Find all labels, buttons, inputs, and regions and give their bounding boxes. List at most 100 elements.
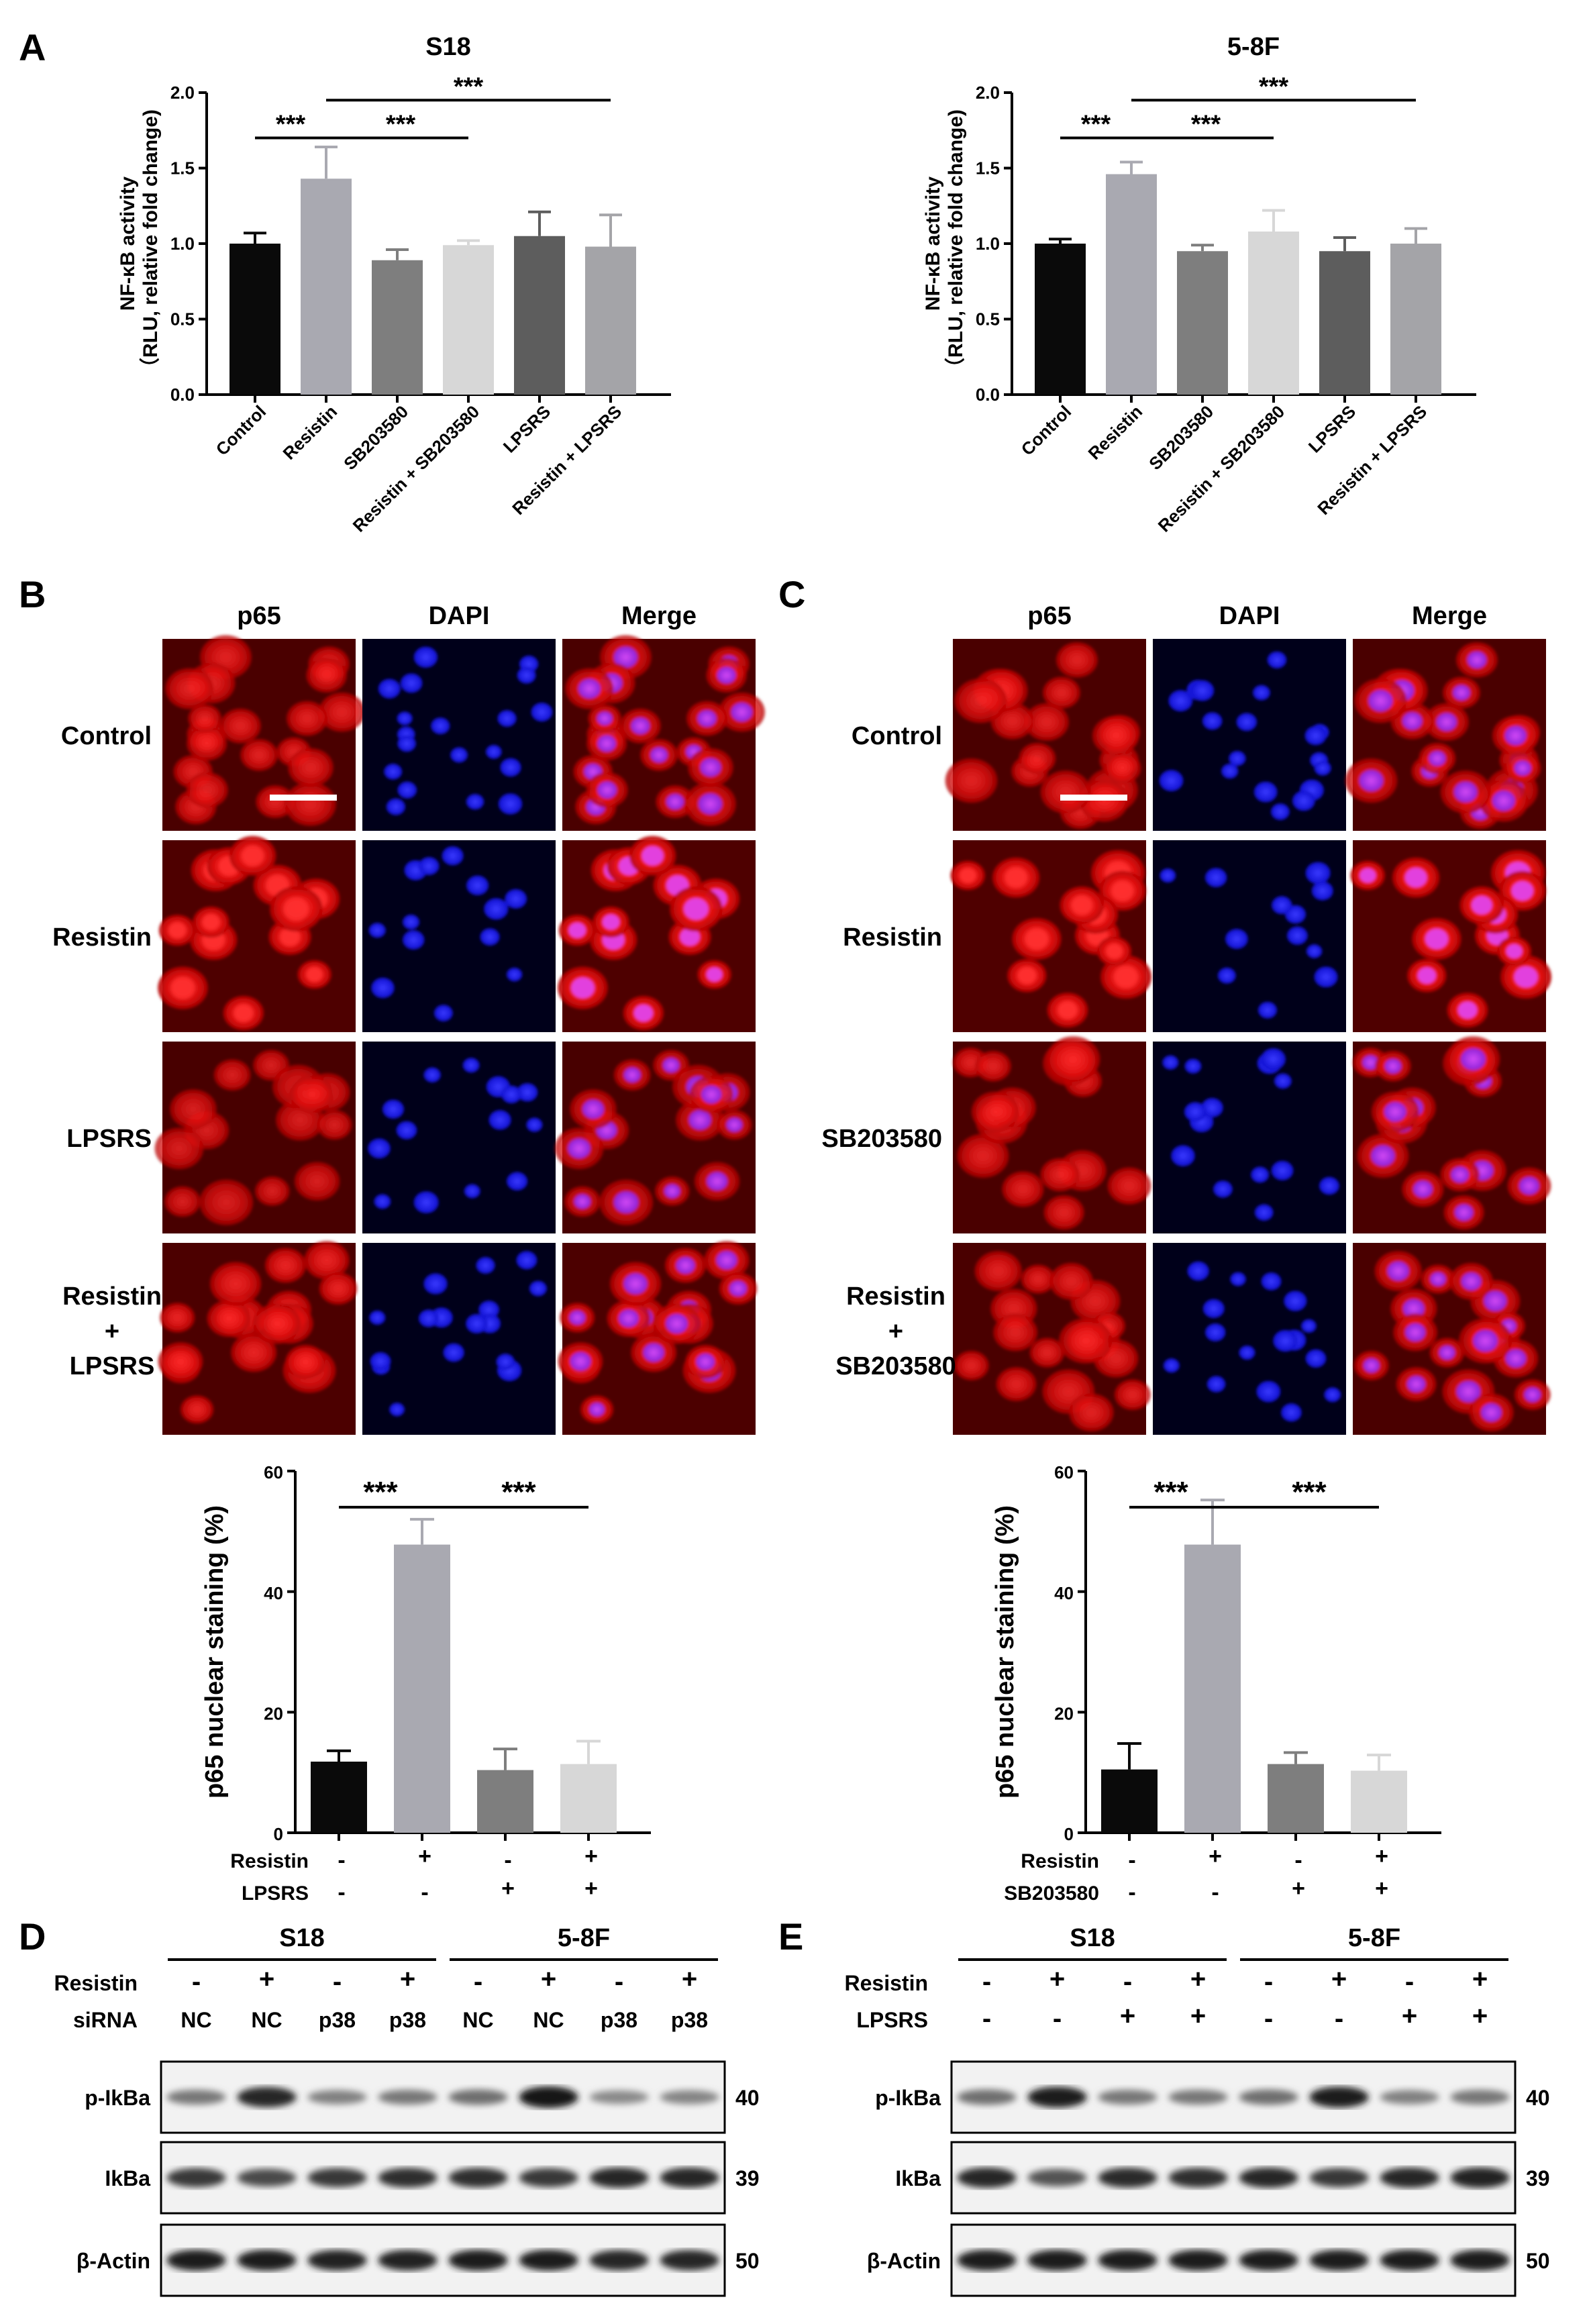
- cell-nucleus-signal: [1007, 1375, 1026, 1393]
- significance-mark: ***: [363, 1476, 398, 1509]
- band: [1380, 2090, 1439, 2105]
- cell-nucleus-signal: [283, 897, 309, 921]
- nucleus: [368, 1138, 391, 1159]
- y-axis-label: NF-κB activity: [117, 176, 139, 311]
- bar: [229, 244, 280, 395]
- nucleus: [370, 1352, 391, 1371]
- nucleus: [397, 781, 417, 799]
- band: [957, 2250, 1017, 2271]
- nucleus: [1270, 803, 1290, 820]
- merged-nucleus: [618, 1309, 639, 1327]
- merged-nucleus: [597, 711, 613, 725]
- merged-nucleus: [613, 646, 638, 668]
- cell-nucleus-signal: [1066, 650, 1087, 670]
- row-label: Control: [61, 722, 152, 750]
- column-header: DAPI: [429, 602, 490, 630]
- merged-nucleus: [623, 1067, 641, 1082]
- bar: [477, 1770, 533, 1833]
- nucleus: [1201, 1098, 1223, 1117]
- band: [166, 2168, 226, 2188]
- merged-nucleus: [1402, 1299, 1425, 1319]
- cell-nucleus-signal: [242, 1342, 265, 1363]
- merged-nucleus: [1514, 760, 1531, 776]
- nucleus: [431, 717, 450, 735]
- cells: [558, 1241, 758, 1424]
- nucleus: [517, 666, 536, 684]
- blot-label: IkBa: [105, 2166, 150, 2190]
- bar: [1035, 244, 1086, 395]
- significance-mark: ***: [1259, 72, 1289, 101]
- cells: [554, 1050, 752, 1225]
- merged-nucleus: [1368, 690, 1393, 712]
- nucleus: [1205, 1323, 1226, 1342]
- cell-nucleus-signal: [1050, 1166, 1070, 1184]
- cell-nucleus-signal: [288, 1109, 312, 1131]
- merged-nucleus: [1456, 1380, 1481, 1403]
- merged-nucleus: [1461, 1272, 1482, 1291]
- cell-nucleus-signal: [306, 966, 323, 982]
- nucleus: [531, 703, 553, 722]
- nucleus: [1204, 868, 1227, 888]
- merged-nucleus: [1504, 725, 1527, 746]
- bands: [166, 2167, 719, 2188]
- row-label: Control: [852, 722, 942, 750]
- cell-nucleus-signal: [213, 1190, 240, 1215]
- merged-nucleus: [568, 1138, 591, 1159]
- nucleus: [1190, 680, 1215, 701]
- row-label: Resistin: [846, 1282, 945, 1311]
- band: [237, 2168, 297, 2187]
- significance-mark: ***: [386, 111, 416, 139]
- cell-nucleus-signal: [230, 717, 251, 736]
- lane-value: -: [1123, 1967, 1132, 1997]
- cells: [950, 850, 1152, 1028]
- merged-nucleus: [1484, 1291, 1507, 1311]
- y-tick-label: 0.0: [170, 385, 195, 405]
- y-axis-label: （RLU, relative fold change): [139, 109, 162, 378]
- treatment-sign: -: [1128, 1848, 1135, 1873]
- bar: [394, 1544, 450, 1833]
- nucleus: [1160, 868, 1176, 883]
- nucleus: [396, 1121, 417, 1140]
- nucleus: [1267, 651, 1287, 669]
- cell-nucleus-signal: [325, 1117, 344, 1133]
- treatment-sign: +: [1292, 1876, 1305, 1901]
- merged-nucleus: [643, 1343, 664, 1362]
- merged-nucleus: [574, 1194, 591, 1209]
- lane-value: NC: [181, 2008, 211, 2032]
- bar: [585, 246, 636, 395]
- nucleus: [466, 793, 484, 810]
- band: [307, 2250, 367, 2271]
- nucleus: [1314, 966, 1338, 988]
- y-tick-label: 1.5: [976, 158, 1000, 179]
- panel-b-microscopy-grid: p65 DAPI Merge Control Resistin LPSRS Resistin…: [52, 602, 765, 1435]
- cell-nucleus-signal: [234, 1004, 254, 1023]
- cells: [945, 642, 1141, 829]
- cell-nucleus-signal: [315, 1250, 338, 1270]
- treatment-sign: -: [1294, 1848, 1302, 1873]
- cell-nucleus-signal: [959, 868, 976, 884]
- lane-value: -: [1335, 2004, 1343, 2033]
- cell-nucleus-signal: [1104, 725, 1127, 746]
- nucleus: [1281, 1403, 1302, 1422]
- cell-nucleus-signal: [1060, 1271, 1082, 1291]
- band: [1168, 2089, 1228, 2105]
- cell-nucleus-signal: [168, 922, 187, 939]
- nucleus: [464, 1184, 480, 1199]
- nucleus: [1284, 1291, 1307, 1311]
- band: [660, 2090, 719, 2105]
- lane-value: p38: [319, 2008, 356, 2032]
- row-label: +: [888, 1317, 903, 1346]
- cell-nucleus-signal: [169, 1351, 192, 1372]
- group-header: 5-8F: [558, 1924, 610, 1952]
- band: [519, 2168, 578, 2188]
- y-axis-label: p65 nuclear staining (%): [991, 1505, 1019, 1799]
- nucleus: [418, 1309, 439, 1327]
- cell-nucleus-signal: [1029, 1271, 1047, 1287]
- category-label: Resistin + SB203580: [349, 401, 484, 536]
- nucleus: [462, 1058, 480, 1073]
- molecular-weight: 50: [1526, 2249, 1550, 2273]
- tile-background: [1153, 1243, 1346, 1435]
- nucleus: [1171, 1145, 1195, 1167]
- merged-nucleus: [613, 1191, 639, 1213]
- cells: [368, 1058, 543, 1213]
